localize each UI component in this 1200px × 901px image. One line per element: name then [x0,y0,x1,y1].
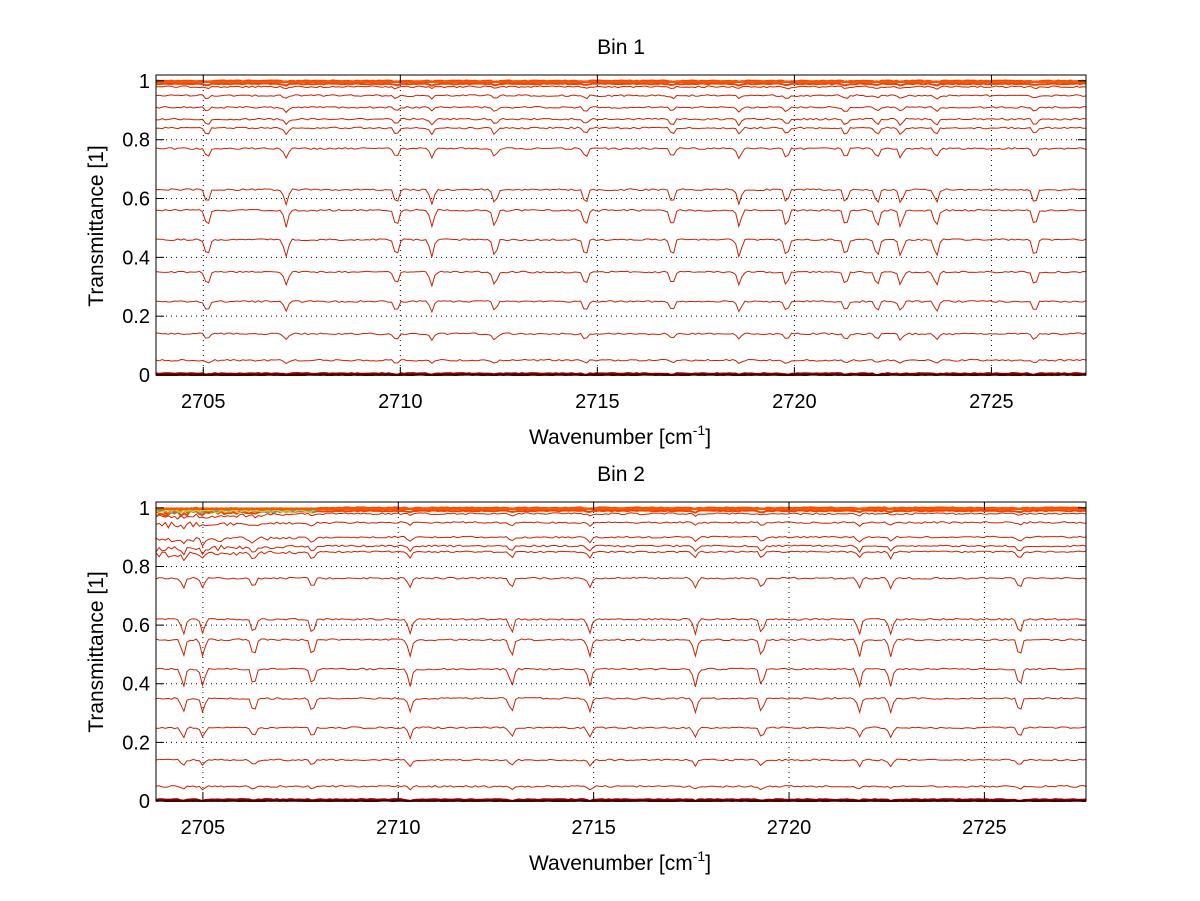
chart-title: Bin 1 [597,36,645,59]
series-line [155,208,1087,229]
chart-panel-bin-1: Bin 1 2705 2710 2715 2720 2725 0 0.2 0.4 0.6 0.8 1… [85,36,1087,449]
y-tick-label: 0 [139,791,150,813]
y-tick-label: 1 [139,71,150,93]
series-line [155,696,1087,715]
y-tick-label: 1 [139,498,150,520]
grid-lines [156,502,1086,802]
series-line [155,638,1087,659]
series-line [155,300,1087,314]
series-line [155,521,1087,530]
y-axis-label: Transmittance [1] [85,571,108,732]
y-tick-label: 0.2 [122,732,150,754]
series-line [155,105,1086,114]
series-line [155,94,1087,100]
series-line [155,758,1087,768]
series-line [155,358,1087,365]
y-tick-label: 0.4 [122,674,150,696]
x-axis-label: Wavenumber [cm-1] [529,422,711,449]
y-tick-label: 0.6 [122,615,150,637]
x-tick-label: 2710 [378,391,423,413]
series-line [155,270,1087,288]
chart-panel-bin-2: Bin 2 2705 2710 2715 2720 2725 0 0.2 0.4 0.6 0.8 1… [85,463,1087,875]
axis-ticks: 2705 2710 2715 2720 2725 0 0.2 0.4 0.6 0.8 1 [122,71,1086,413]
series-line [155,512,1087,520]
y-tick-label: 0.6 [122,189,150,211]
y-tick-label: 0.4 [122,247,150,269]
series-line [155,238,1087,259]
series-line [155,617,1087,636]
chart-title: Bin 2 [597,463,645,486]
x-tick-label: 2725 [962,817,1007,839]
x-axis-label: Wavenumber [cm-1] [529,848,711,875]
plot-frame [155,501,1087,802]
series-line [155,667,1087,689]
series-line [155,550,1087,562]
x-tick-label: 2720 [772,391,817,413]
x-tick-label: 2715 [571,817,616,839]
series-line [155,576,1087,590]
axis-ticks: 2705 2710 2715 2720 2725 0 0.2 0.4 0.6 0.8 1 [122,498,1086,839]
x-tick-label: 2720 [767,817,812,839]
y-tick-label: 0.8 [122,130,150,152]
series-line [155,372,1087,376]
series-group [155,79,1087,377]
series-line [155,798,1087,803]
series-line [155,82,1087,87]
x-tick-label: 2715 [575,391,620,413]
series-line [155,784,1087,791]
y-tick-label: 0 [139,365,150,387]
x-tick-label: 2705 [181,391,226,413]
y-tick-label: 0.8 [122,556,150,578]
series-line [155,332,1087,342]
series-line [155,188,1087,207]
series-line [155,117,1087,127]
x-tick-label: 2725 [969,391,1014,413]
series-line [155,126,1087,136]
y-axis-label: Transmittance [1] [85,145,108,306]
x-tick-label: 2705 [181,817,226,839]
series-line [156,85,1087,90]
y-tick-label: 0.2 [122,306,150,328]
series-line [155,535,1086,548]
x-tick-label: 2710 [376,817,421,839]
series-line [155,147,1087,160]
series-line [155,544,1087,556]
series-line [155,726,1087,740]
series-group [155,506,1087,803]
plot-frame [155,74,1087,376]
